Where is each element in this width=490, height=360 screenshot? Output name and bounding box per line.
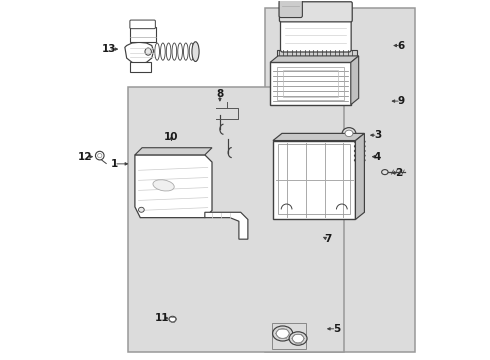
Ellipse shape	[161, 43, 165, 60]
Ellipse shape	[169, 316, 176, 322]
Polygon shape	[273, 134, 365, 140]
Bar	[278, 144, 350, 214]
Polygon shape	[270, 56, 359, 62]
Ellipse shape	[153, 180, 174, 191]
Ellipse shape	[139, 207, 144, 212]
Ellipse shape	[293, 334, 304, 343]
FancyBboxPatch shape	[280, 18, 351, 52]
Bar	[273, 140, 355, 220]
Ellipse shape	[192, 42, 199, 62]
Text: 12: 12	[78, 152, 93, 162]
FancyBboxPatch shape	[279, 2, 352, 22]
Bar	[272, 323, 306, 348]
Bar	[128, 87, 343, 352]
Ellipse shape	[183, 43, 188, 60]
Bar	[276, 50, 357, 56]
Text: 13: 13	[101, 44, 116, 54]
Text: 8: 8	[216, 89, 223, 99]
Ellipse shape	[172, 43, 177, 60]
Ellipse shape	[166, 43, 171, 60]
Ellipse shape	[189, 43, 194, 60]
Ellipse shape	[382, 170, 388, 175]
Bar	[129, 27, 156, 42]
Text: 2: 2	[395, 168, 403, 178]
Text: 3: 3	[374, 130, 381, 140]
Text: 4: 4	[374, 152, 381, 162]
Ellipse shape	[276, 329, 289, 338]
Ellipse shape	[342, 128, 356, 139]
Ellipse shape	[96, 151, 104, 160]
Ellipse shape	[272, 326, 293, 341]
Polygon shape	[355, 134, 365, 220]
Bar	[276, 67, 344, 100]
Ellipse shape	[145, 48, 151, 55]
Polygon shape	[125, 42, 153, 63]
Polygon shape	[205, 212, 248, 239]
Bar	[283, 70, 338, 97]
Ellipse shape	[345, 130, 353, 136]
FancyBboxPatch shape	[130, 20, 155, 29]
Text: 1: 1	[110, 159, 118, 169]
Polygon shape	[135, 148, 212, 155]
Ellipse shape	[155, 43, 159, 60]
Text: 6: 6	[397, 41, 405, 50]
Polygon shape	[351, 56, 359, 105]
Text: 10: 10	[164, 132, 179, 142]
Text: 9: 9	[397, 96, 405, 106]
Bar	[129, 62, 151, 72]
Text: 7: 7	[324, 234, 331, 244]
FancyBboxPatch shape	[279, 0, 302, 18]
Text: 11: 11	[155, 313, 170, 323]
Ellipse shape	[178, 43, 182, 60]
Bar	[270, 62, 351, 105]
Polygon shape	[135, 155, 212, 218]
Ellipse shape	[289, 332, 307, 345]
Bar	[265, 8, 416, 352]
Text: 5: 5	[333, 324, 340, 334]
